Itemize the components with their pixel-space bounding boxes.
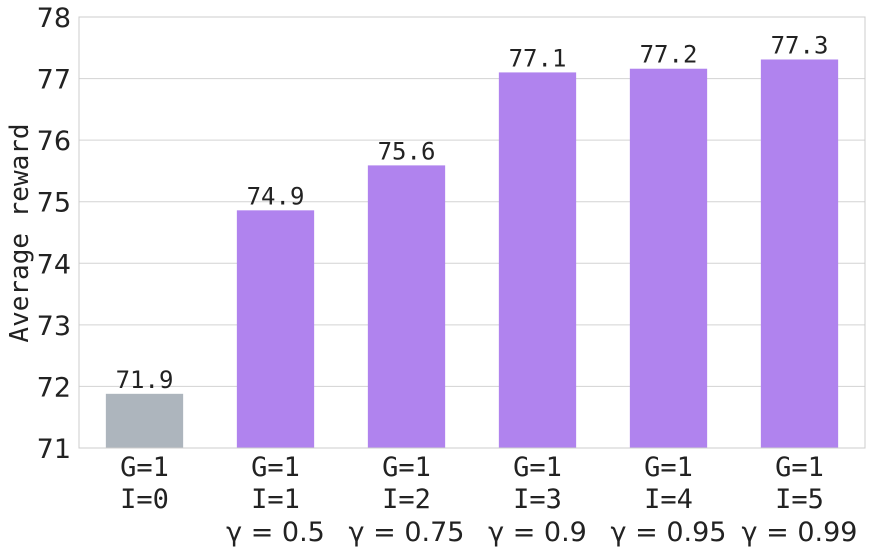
x-tick-label: G=1 xyxy=(644,452,693,483)
x-tick-label: G=1 xyxy=(120,452,169,483)
bar-value-label: 77.1 xyxy=(509,44,567,72)
y-tick-label: 74 xyxy=(37,249,71,280)
x-tick-label: γ = 0.9 xyxy=(488,517,587,548)
grid-lines xyxy=(79,16,865,449)
plot-frame xyxy=(78,16,866,449)
value-labels: 71.9 74.9 75.6 77.1 77.2 77.3 xyxy=(116,31,829,393)
bar xyxy=(498,72,577,449)
y-tick-label: 71 xyxy=(37,434,71,465)
x-tick-label: G=1 xyxy=(251,452,300,483)
x-tick-label: I=1 xyxy=(251,484,300,515)
x-tick-label: G=1 xyxy=(775,452,824,483)
bars xyxy=(105,59,839,449)
bar xyxy=(629,68,708,448)
bar-value-label: 74.9 xyxy=(247,182,305,210)
x-tick-label: γ = 0.5 xyxy=(226,517,325,548)
x-tick-label: γ = 0.95 xyxy=(611,517,727,548)
x-tick-label: γ = 0.75 xyxy=(349,517,465,548)
x-tick-label: G=1 xyxy=(513,452,562,483)
bar-value-label: 75.6 xyxy=(378,137,436,165)
y-tick-label: 77 xyxy=(37,65,71,96)
y-tick-label: 75 xyxy=(37,188,71,219)
x-tick-label: γ = 0.99 xyxy=(742,517,858,548)
x-tick-label: I=5 xyxy=(775,484,824,515)
bar xyxy=(760,59,839,449)
y-tick-label: 76 xyxy=(37,126,71,157)
bar xyxy=(367,165,446,448)
y-tick-label: 72 xyxy=(37,372,71,403)
bar-value-label: 71.9 xyxy=(116,366,174,394)
x-tick-label: I=2 xyxy=(382,484,431,515)
y-tick-label: 78 xyxy=(37,3,71,34)
x-tick-label: G=1 xyxy=(382,452,431,483)
bar xyxy=(105,393,184,448)
bar-value-label: 77.2 xyxy=(640,41,698,69)
bar-value-label: 77.3 xyxy=(771,31,829,59)
x-axis-ticks: G=1I=0G=1I=1γ = 0.5G=1I=2γ = 0.75G=1I=3γ… xyxy=(120,452,857,548)
x-tick-label: I=0 xyxy=(120,484,169,515)
plot-border xyxy=(78,16,866,449)
x-tick-label: I=3 xyxy=(513,484,562,515)
x-tick-label: I=4 xyxy=(644,484,693,515)
y-axis-ticks: 71 72 73 74 75 76 77 78 xyxy=(37,3,71,465)
y-tick-label: 73 xyxy=(37,311,71,342)
bar xyxy=(236,210,315,448)
y-axis-label: Average reward xyxy=(5,123,35,342)
